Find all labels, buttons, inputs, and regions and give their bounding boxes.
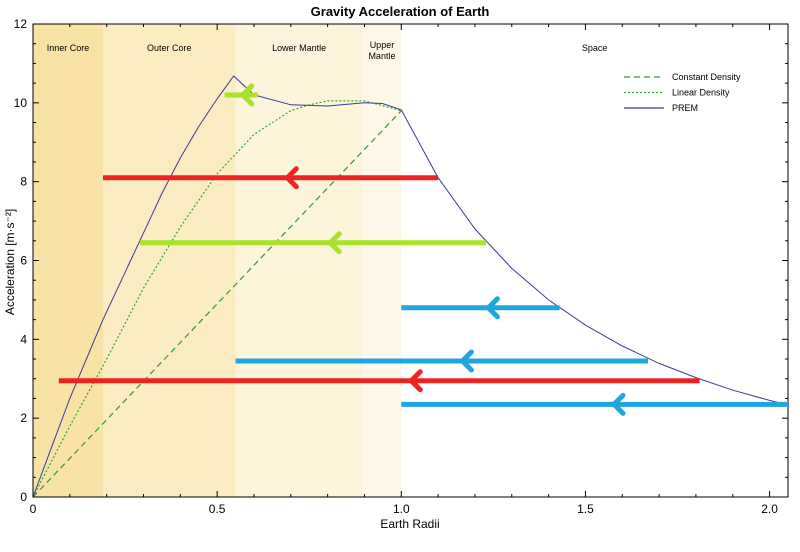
y-axis-label: Acceleration [m·s⁻²] <box>3 209 17 315</box>
legend-label-prem: PREM <box>672 103 698 113</box>
region-label-line: Upper <box>370 40 395 50</box>
arrow-1 <box>224 83 258 107</box>
y-tick-label: 10 <box>14 96 28 110</box>
arrow-head <box>240 83 255 107</box>
series-lines <box>32 75 785 498</box>
arrow-2 <box>102 166 439 190</box>
arrow-4 <box>401 296 560 320</box>
series-constant-density <box>32 110 402 498</box>
y-tick-label: 0 <box>20 490 27 504</box>
region-label-line: Mantle <box>368 51 395 61</box>
x-axis-label: Earth Radii <box>380 517 439 531</box>
region-outer-core <box>102 24 236 497</box>
region-label-space: Space <box>582 43 608 53</box>
region-label-inner-core: Inner Core <box>47 43 90 53</box>
region-label-upper-mantle: Upper Mantle <box>368 40 395 61</box>
x-tick-label: 0.5 <box>209 502 226 516</box>
x-tick-label: 2.0 <box>761 502 778 516</box>
arrow-head <box>459 349 474 373</box>
legend-label-linear-density: Linear Density <box>672 88 730 98</box>
region-lower-mantle <box>235 24 363 497</box>
x-tick-label: 1.5 <box>577 502 594 516</box>
legend: Constant Density Linear Density PREM <box>624 72 741 113</box>
y-tick-label: 4 <box>20 332 27 346</box>
arrow-7 <box>401 392 788 416</box>
x-tick-label: 0 <box>30 502 37 516</box>
y-tick-label: 12 <box>14 17 28 31</box>
core-region-bands: Inner Core Outer Core Lower Mantle Upper Man… <box>33 24 788 497</box>
arrow-head <box>611 392 626 416</box>
axis-ticks: 0 0.5 1.0 1.5 2.0 0 2 4 6 8 10 12 <box>14 17 788 516</box>
arrow-5 <box>235 349 649 373</box>
region-inner-core <box>33 24 103 497</box>
region-upper-mantle <box>362 24 402 497</box>
arrow-6 <box>58 369 700 393</box>
region-label-lower-mantle: Lower Mantle <box>272 43 326 53</box>
arrow-3 <box>139 231 486 255</box>
region-label-outer-core: Outer Core <box>147 43 192 53</box>
arrow-head <box>284 166 299 190</box>
legend-label-constant-density: Constant Density <box>672 72 741 82</box>
arrow-head <box>485 296 500 320</box>
x-tick-label: 1.0 <box>393 502 410 516</box>
arrows <box>58 83 788 416</box>
chart-title: Gravity Acceleration of Earth <box>311 4 490 19</box>
y-tick-label: 8 <box>20 175 27 189</box>
arrow-head <box>408 369 423 393</box>
region-space <box>401 24 788 497</box>
y-tick-label: 2 <box>20 411 27 425</box>
series-prem <box>32 75 785 498</box>
arrow-head <box>327 231 342 255</box>
y-tick-label: 6 <box>20 254 27 268</box>
